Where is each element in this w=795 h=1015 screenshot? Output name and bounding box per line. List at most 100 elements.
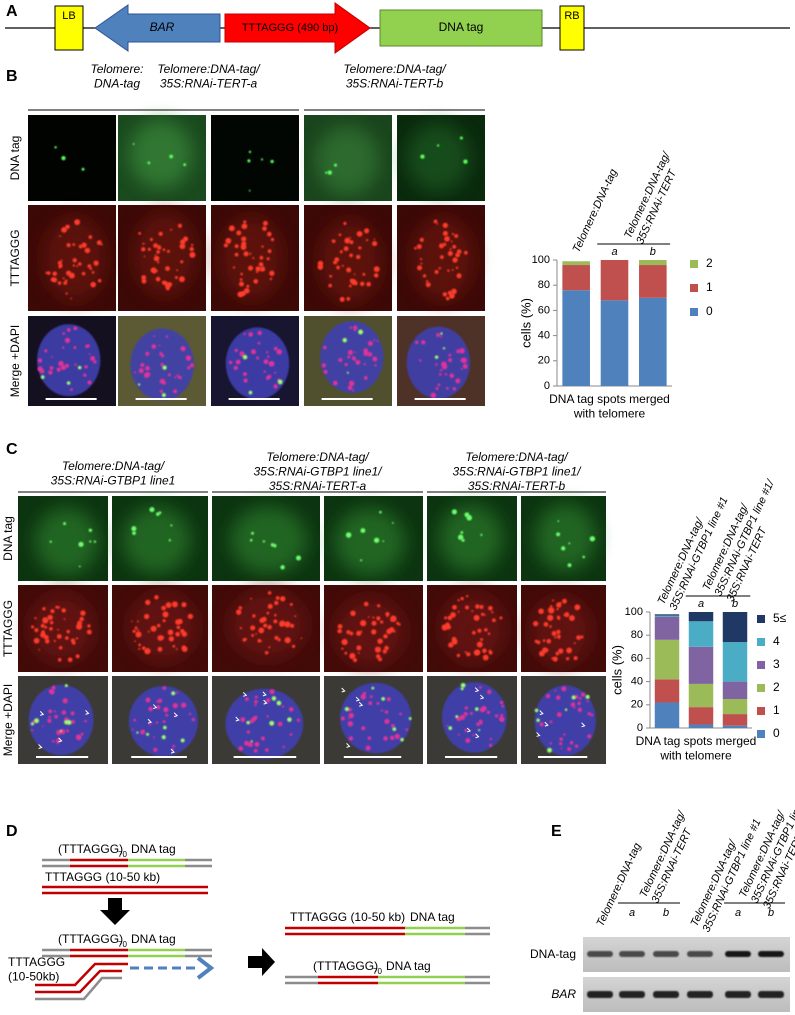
spot: [440, 255, 444, 259]
spot: [474, 707, 479, 711]
diagram-label: DNA tag: [131, 842, 176, 856]
spot: [267, 355, 270, 358]
spot: [190, 243, 194, 247]
spot: [563, 733, 566, 736]
spot: [243, 287, 250, 294]
spot: [66, 729, 69, 733]
spot: [79, 616, 84, 622]
spot: [158, 231, 163, 236]
spot: [39, 369, 45, 374]
micrograph: [324, 676, 423, 764]
spot: [87, 624, 91, 628]
y-tick-label: 80: [631, 629, 643, 641]
spot: [64, 363, 69, 368]
spot: [59, 235, 61, 237]
micrograph: [304, 115, 392, 201]
spot: [438, 266, 442, 270]
spot: [266, 231, 272, 237]
spot: [486, 710, 491, 715]
spot: [481, 705, 487, 712]
spot: [235, 359, 241, 365]
spot: [566, 657, 570, 661]
pointer: [235, 716, 240, 722]
spot: [456, 273, 462, 279]
spot: [459, 136, 463, 140]
spot: [456, 249, 462, 255]
spot: [49, 689, 54, 694]
spot: [154, 254, 157, 256]
spot: [350, 610, 356, 617]
spot: [349, 253, 353, 258]
spot: [34, 628, 39, 633]
spot: [33, 637, 40, 644]
legend-label: 5≤: [773, 611, 787, 625]
spot: [180, 346, 186, 352]
spot: [64, 337, 71, 344]
spot: [30, 729, 34, 732]
band: [653, 951, 679, 957]
nucleus: [225, 327, 290, 400]
spot: [585, 694, 590, 699]
spot: [449, 373, 455, 379]
spot: [44, 625, 48, 629]
spot: [151, 722, 153, 725]
spot: [141, 247, 146, 252]
spot: [70, 388, 73, 391]
row-label: Merge +DAPI: [8, 325, 22, 397]
spot: [345, 532, 352, 538]
spot: [183, 163, 187, 167]
spot: [386, 615, 389, 618]
spot: [88, 235, 93, 239]
spot: [242, 354, 248, 360]
spot: [145, 599, 151, 606]
spot: [346, 371, 349, 374]
text-line: Telomere:DNA-tag/: [343, 62, 447, 76]
micrograph: [211, 115, 299, 201]
bar-segment: [688, 612, 714, 622]
spot: [256, 356, 260, 360]
spot: [48, 715, 51, 719]
y-tick-label: 80: [538, 279, 550, 291]
band: [758, 951, 784, 957]
spot: [91, 271, 95, 274]
spot: [344, 651, 348, 655]
spot: [276, 700, 282, 706]
spot: [557, 636, 561, 639]
invading-strand: [35, 969, 122, 994]
spot: [589, 536, 596, 542]
spot: [363, 376, 368, 380]
spot: [157, 261, 160, 264]
micrograph: [427, 496, 517, 581]
spot: [167, 373, 171, 377]
spot: [157, 698, 163, 703]
glow: [133, 211, 197, 297]
bar-segment: [654, 639, 680, 680]
spot: [37, 358, 43, 363]
spot: [546, 694, 551, 699]
spot: [180, 260, 184, 264]
spot: [42, 617, 49, 624]
spot: [44, 349, 48, 353]
spot: [444, 236, 450, 242]
spot: [489, 737, 493, 741]
spot: [57, 628, 59, 631]
micrograph: [212, 585, 320, 672]
spot: [471, 610, 474, 613]
band: [725, 951, 751, 957]
spot: [50, 609, 55, 614]
spot: [343, 221, 347, 226]
spot: [380, 620, 384, 624]
spot: [281, 598, 283, 600]
spot: [477, 628, 482, 633]
row-label: DNA tag: [8, 136, 22, 181]
spot: [570, 702, 576, 707]
spot: [457, 610, 460, 613]
spot: [282, 745, 285, 749]
spot: [187, 366, 191, 370]
diagram-label: 70: [373, 967, 382, 976]
spot: [274, 613, 277, 617]
text-line: 35S:RNAi-GTBP1 line1: [51, 474, 176, 488]
spot: [76, 265, 79, 268]
spot: [534, 708, 539, 713]
spot: [78, 262, 82, 266]
